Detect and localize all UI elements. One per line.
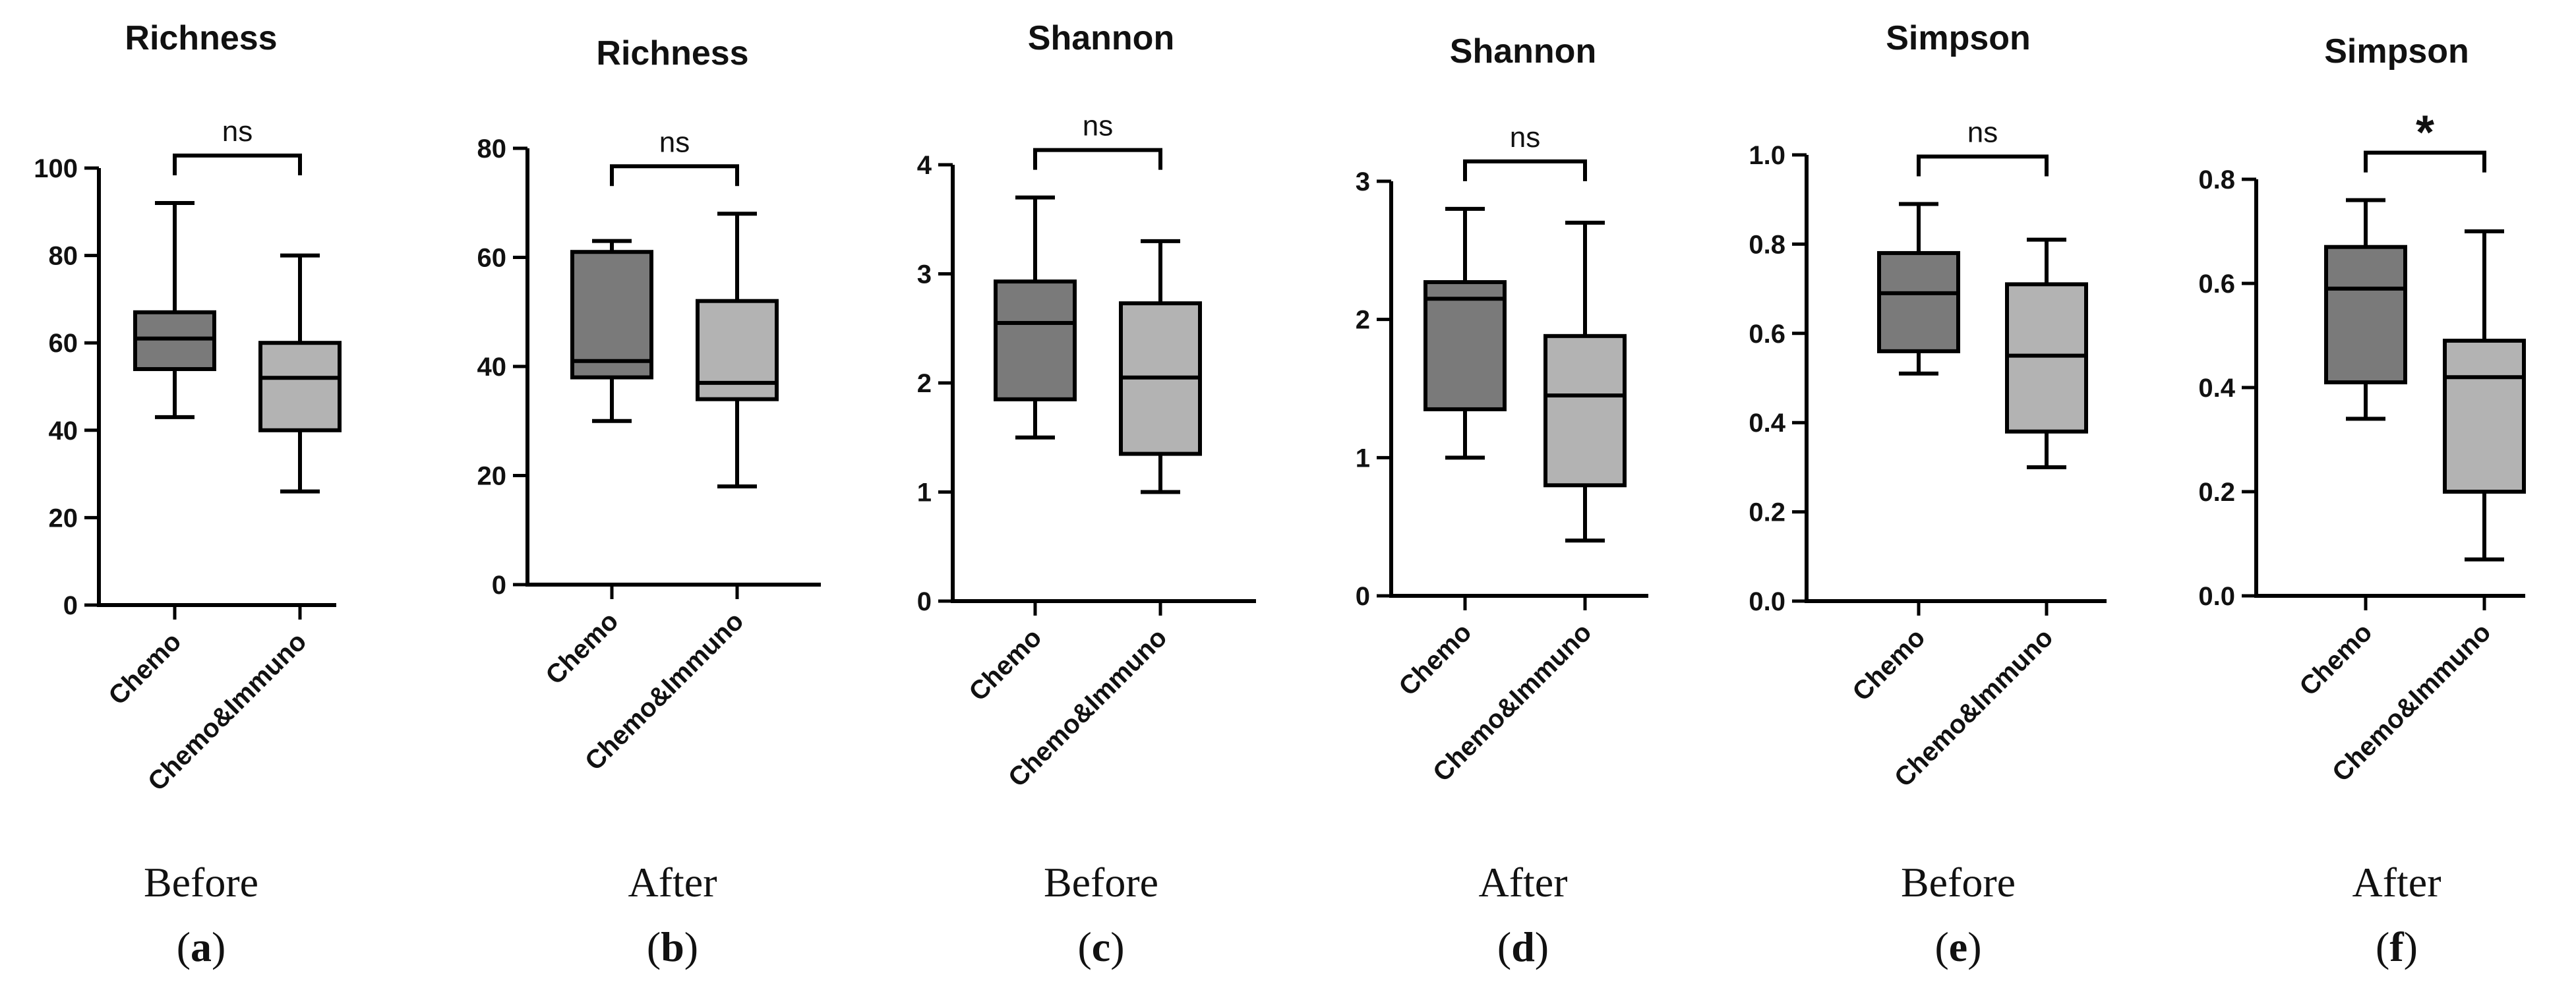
y-tick-label: 0.8 — [2198, 165, 2235, 194]
y-tick-label: 0.6 — [1749, 320, 1785, 349]
panel-label: (b) — [647, 923, 698, 970]
panel-b: Richness020406080ChemoChemo&ImmunonsAfte… — [477, 34, 821, 970]
panel-label: (e) — [1934, 923, 1981, 970]
y-tick-label: 40 — [477, 353, 507, 382]
panel-label: (d) — [1497, 923, 1549, 970]
significance-label: ns — [659, 126, 690, 158]
box-chemo — [570, 250, 653, 380]
y-tick-label: 0.0 — [1749, 587, 1785, 616]
y-tick-label: 0 — [917, 587, 932, 616]
x-category-label: Chemo — [963, 623, 1047, 707]
panel-caption: After — [628, 859, 717, 906]
panel-a: Richness020406080100ChemoChemo&ImmunonsB… — [34, 19, 342, 970]
panel-e: Simpson0.00.20.40.60.81.0ChemoChemo&Immu… — [1749, 19, 2107, 970]
box-chemo-immuno — [1543, 334, 1627, 488]
significance-bracket — [1033, 148, 1162, 170]
y-tick-label: 0.2 — [2198, 478, 2235, 507]
x-category-label: Chemo — [1393, 618, 1477, 701]
panel-caption: Before — [144, 859, 258, 906]
y-tick-label: 3 — [1356, 167, 1370, 196]
y-tick-label: 1 — [1356, 444, 1370, 473]
chart-title: Simpson — [2324, 32, 2469, 71]
box-chemo-immuno — [258, 341, 342, 432]
y-tick-label: 60 — [49, 329, 78, 358]
chart-title: Richness — [125, 19, 277, 57]
significance-label: ns — [1510, 121, 1540, 154]
y-tick-label: 2 — [1356, 306, 1370, 335]
y-tick-label: 4 — [917, 151, 932, 180]
x-category-label: Chemo — [103, 627, 187, 711]
panel-label: (a) — [177, 923, 226, 970]
box-chemo-immuno — [2005, 282, 2088, 434]
significance-bracket — [2364, 150, 2486, 173]
y-tick-label: 3 — [917, 260, 932, 289]
significance-bracket — [1463, 159, 1587, 181]
significance-bracket — [1917, 154, 2049, 177]
y-tick-label: 0 — [492, 571, 506, 600]
panel-caption: Before — [1044, 859, 1158, 906]
panel-label: (f) — [2376, 923, 2418, 970]
y-tick-label: 20 — [49, 504, 78, 533]
y-tick-label: 0 — [63, 591, 78, 620]
y-tick-label: 20 — [477, 462, 507, 491]
chart-title: Shannon — [1028, 19, 1174, 57]
y-tick-label: 0.0 — [2198, 582, 2235, 611]
y-tick-label: 1 — [917, 479, 932, 508]
panel-label: (c) — [1077, 923, 1124, 970]
y-tick-label: 60 — [477, 244, 507, 273]
chart-title: Shannon — [1450, 32, 1596, 71]
y-tick-label: 1.0 — [1749, 141, 1785, 170]
significance-label: ns — [1083, 110, 1113, 142]
x-category-label: Chemo — [2294, 618, 2378, 701]
significance-label: * — [2416, 107, 2434, 160]
panel-caption: After — [2352, 859, 2441, 906]
y-tick-label: 80 — [49, 242, 78, 271]
box-chemo — [1423, 280, 1507, 411]
significance-label: ns — [222, 115, 253, 148]
box-chemo — [994, 279, 1077, 401]
significance-label: ns — [1967, 116, 1998, 148]
box-chemo — [1877, 250, 1960, 353]
y-tick-label: 0.4 — [2198, 374, 2235, 403]
panel-f: Simpson0.00.20.40.60.8ChemoChemo&Immuno*… — [2198, 32, 2526, 970]
y-tick-label: 0.4 — [1749, 409, 1785, 438]
y-tick-label: 0.8 — [1749, 230, 1785, 259]
x-category-label: Chemo — [1847, 623, 1931, 707]
chart-title: Simpson — [1886, 19, 2031, 57]
y-tick-label: 0 — [1356, 582, 1370, 611]
significance-bracket — [173, 154, 302, 176]
y-tick-label: 0.6 — [2198, 270, 2235, 299]
box-chemo — [2324, 245, 2407, 385]
y-tick-label: 100 — [34, 154, 78, 183]
y-tick-label: 0.2 — [1749, 498, 1785, 527]
box-chemo-immuno — [2443, 338, 2526, 494]
y-tick-label: 2 — [917, 369, 932, 398]
box-chemo — [133, 310, 216, 371]
y-tick-label: 80 — [477, 134, 507, 163]
panel-caption: After — [1478, 859, 1567, 906]
panel-caption: Before — [1901, 859, 2016, 906]
x-category-label: Chemo — [540, 606, 624, 690]
significance-bracket — [610, 164, 739, 187]
chart-title: Richness — [596, 34, 748, 73]
y-tick-label: 40 — [49, 417, 78, 446]
